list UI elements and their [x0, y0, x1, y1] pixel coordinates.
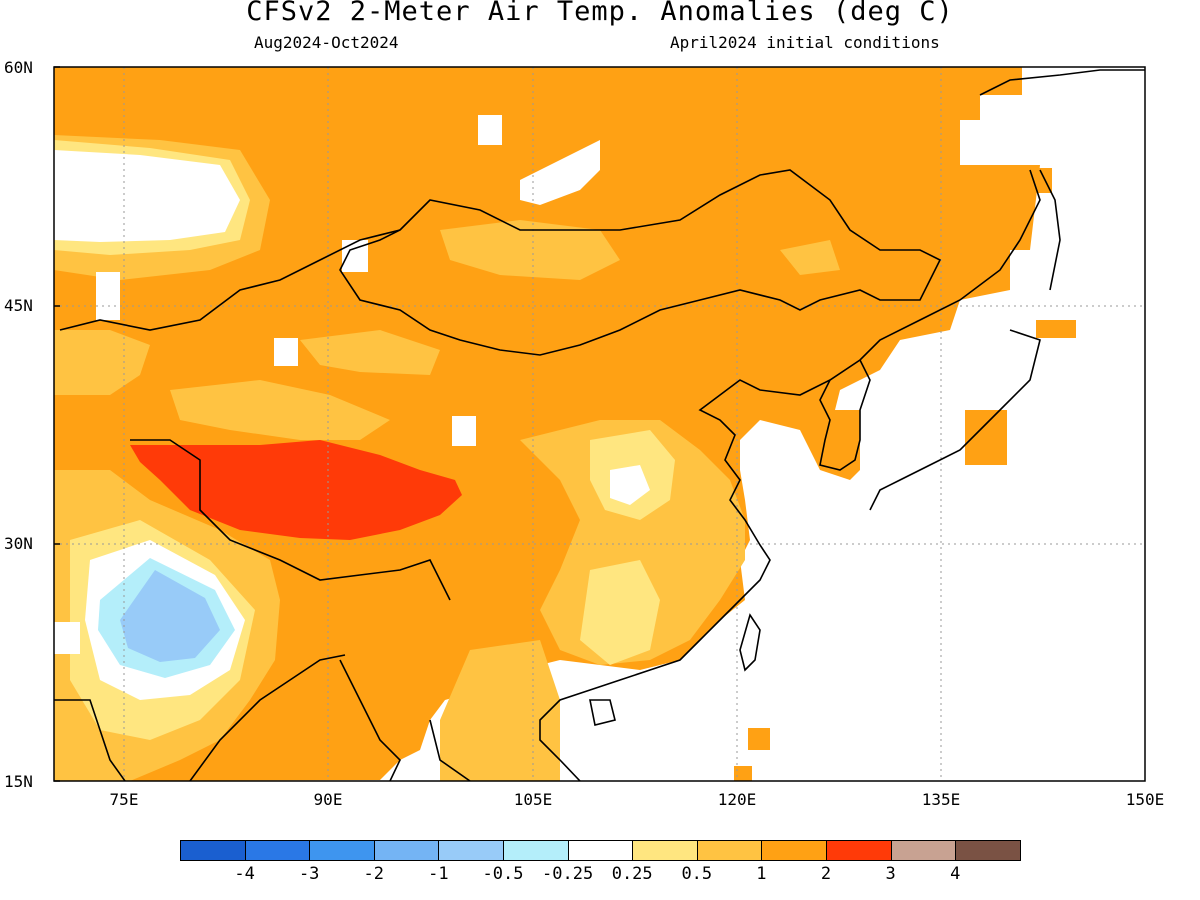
lat-label-45n: 45N: [4, 296, 33, 315]
lon-label-105e: 105E: [513, 790, 553, 809]
colorbar-label: -0.5: [482, 864, 524, 884]
colorbar-label: -3: [298, 864, 320, 884]
lon-label-150e: 150E: [1125, 790, 1165, 809]
colorbar-swatch: [438, 840, 504, 861]
colorbar-label: 2: [820, 864, 832, 884]
colorbar-label: -1: [428, 864, 449, 884]
lat-label-60n: 60N: [4, 58, 33, 77]
map-title: CFSv2 2-Meter Air Temp. Anomalies (deg C…: [246, 0, 954, 27]
colorbar-swatch: [632, 840, 698, 861]
colorbar-swatch: [826, 840, 892, 861]
initial-conditions: April2024 initial conditions: [670, 33, 940, 52]
lon-label-75e: 75E: [109, 790, 139, 809]
anomaly-region-1-2: [54, 67, 1040, 781]
colorbar-swatch: [890, 840, 957, 861]
colorbar-swatch: [244, 840, 311, 861]
colorbar-label: 3: [885, 864, 896, 884]
colorbar-swatch: [567, 840, 634, 861]
colorbar-swatch: [309, 840, 375, 861]
colorbar-swatch: [180, 840, 246, 861]
forecast-period: Aug2024-Oct2024: [254, 33, 399, 52]
lat-label-15n: 15N: [4, 772, 33, 791]
colorbar-swatch: [696, 840, 763, 861]
lat-label-30n: 30N: [4, 534, 33, 553]
anomaly-region-2-3: [130, 440, 462, 540]
lon-label-120e: 120E: [717, 790, 757, 809]
colorbar-label: -2: [363, 864, 385, 884]
colorbar-label: 0.25: [611, 864, 653, 884]
colorbar-swatch: [373, 840, 440, 861]
colorbar-label: 4: [950, 864, 961, 884]
lon-label-135e: 135E: [921, 790, 961, 809]
colorbar-label: -4: [234, 864, 255, 884]
colorbar-swatch: [761, 840, 827, 861]
lon-label-90e: 90E: [313, 790, 343, 809]
colorbar-label: -0.25: [542, 864, 594, 884]
colorbar-swatch: [503, 840, 569, 861]
colorbar-swatch: [955, 840, 1021, 861]
colorbar-label: 1: [756, 864, 767, 884]
colorbar-label: 0.5: [681, 864, 713, 884]
coastline-borders: [54, 69, 1145, 781]
